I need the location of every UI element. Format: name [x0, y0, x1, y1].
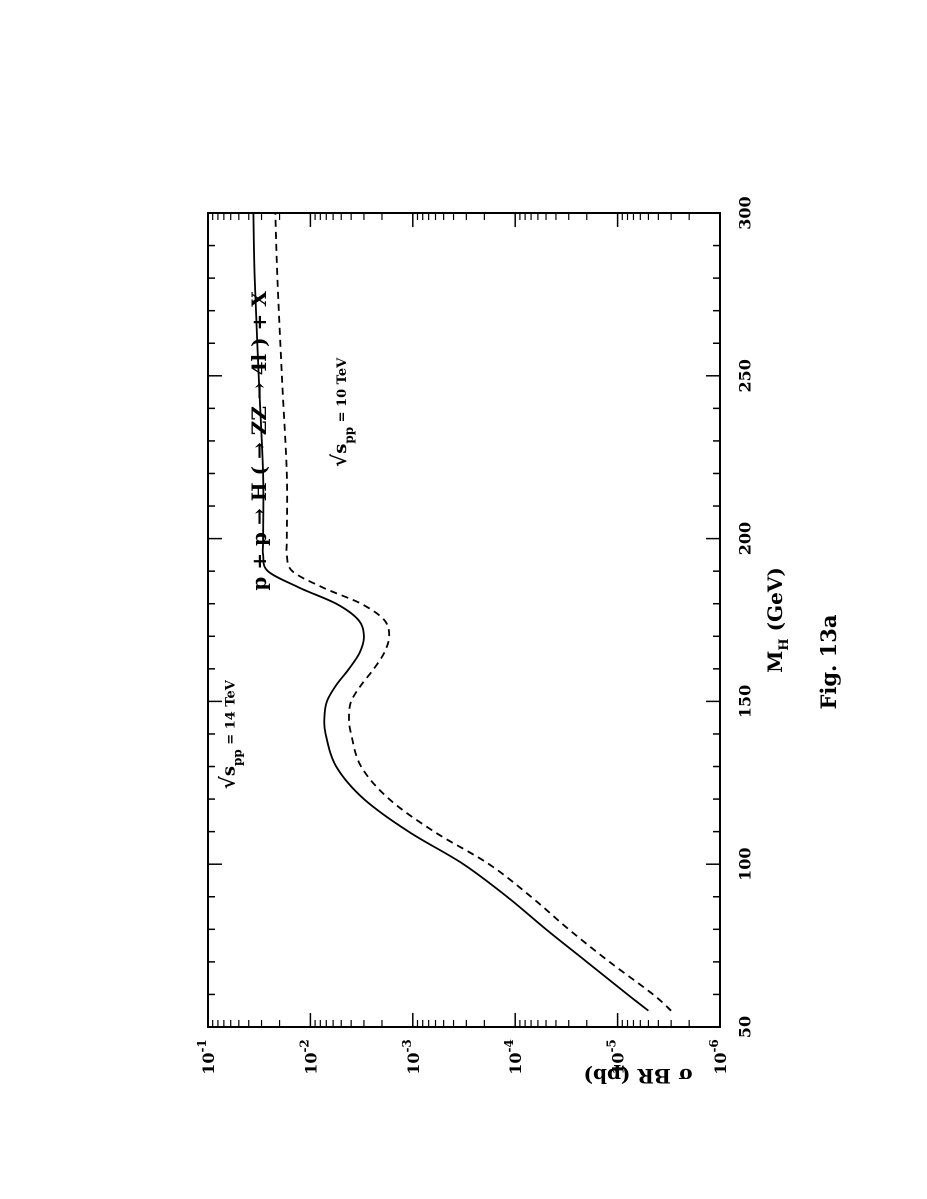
x-tick-label: 150 — [736, 685, 755, 718]
x-tick-label: 200 — [736, 522, 755, 555]
y-tick-label: 10-2 — [297, 1039, 320, 1075]
series-layer — [252, 212, 672, 1012]
y-tick-label: 10-5 — [605, 1039, 628, 1075]
y-axis-title: σ BR (pb) — [584, 1064, 693, 1088]
y-tick-label: 10-4 — [502, 1039, 525, 1075]
x-tick-label: 300 — [736, 196, 755, 229]
plot-area: 50 100 150 200 250 300 10-6 10-5 10-4 10-3 10-2 10-… — [195, 196, 792, 1088]
series-label-10tev: √spp = 10 TeV — [327, 357, 356, 467]
y-tick-label: 10-6 — [707, 1039, 730, 1075]
series-line-10tev — [274, 212, 672, 1012]
y-tick-label: 10-1 — [195, 1039, 218, 1075]
x-tick-label: 250 — [736, 359, 755, 392]
annotations: p + p → H ( → ZZ → 4l ) + X √spp = 14 TeV… — [216, 291, 356, 790]
tick-marks — [207, 212, 721, 1028]
x-axis-title: MH (GeV) — [763, 567, 792, 673]
figure-caption: Fig. 13a — [816, 614, 841, 709]
series-line-14tev — [252, 212, 649, 1012]
x-tick-label: 50 — [736, 1016, 755, 1038]
plot-frame — [207, 212, 721, 1028]
x-tick-label: 100 — [736, 847, 755, 880]
y-tick-label: 10-3 — [400, 1039, 423, 1075]
chart-title: p + p → H ( → ZZ → 4l ) + X — [247, 291, 271, 591]
tick-labels: 50 100 150 200 250 300 10-6 10-5 10-4 10-3 10-2 10-… — [195, 196, 792, 1088]
series-label-14tev: √spp = 14 TeV — [216, 679, 245, 789]
